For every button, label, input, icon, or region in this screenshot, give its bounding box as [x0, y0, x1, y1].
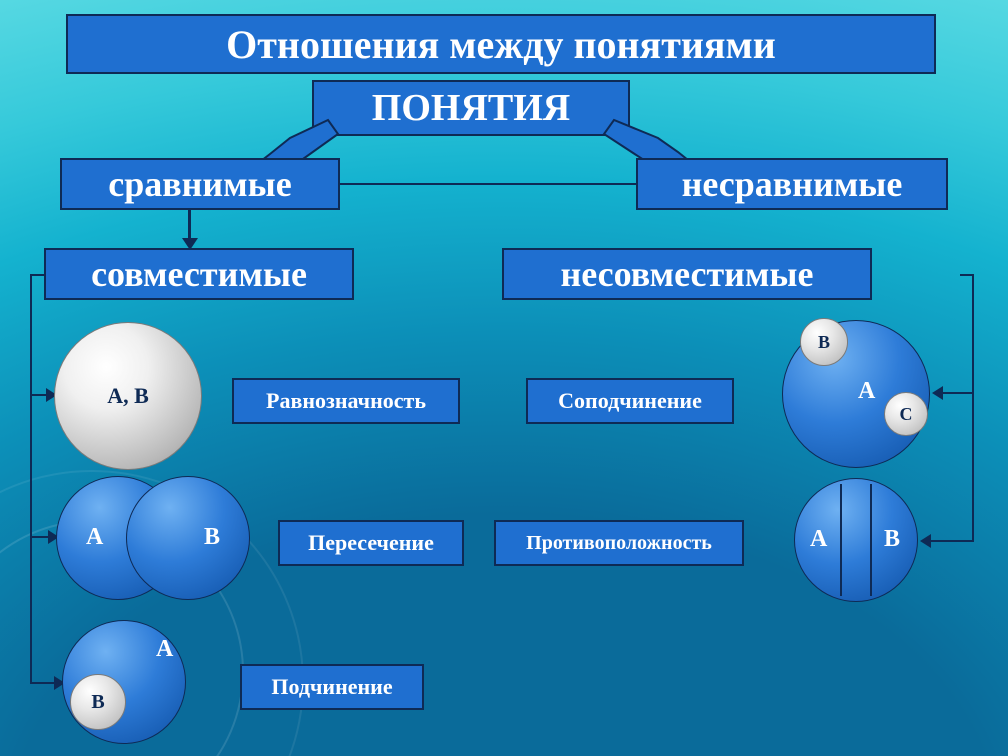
- right-arrow2-head: [920, 534, 931, 548]
- equiv-box: Равнозначность: [232, 378, 460, 424]
- left-arrow3: [30, 682, 56, 684]
- equiv-circle: А, В: [54, 322, 202, 470]
- inter-a-label: А: [86, 524, 103, 551]
- contra-box: Противоположность: [494, 520, 744, 566]
- right-arrow2: [930, 540, 972, 542]
- title-text: Отношения между понятиями: [226, 21, 776, 68]
- left-bracket-vert: [30, 274, 32, 684]
- sub-a-label: А: [156, 636, 173, 663]
- right-bracket-vert: [972, 274, 974, 542]
- concepts-box: ПОНЯТИЯ: [312, 80, 630, 136]
- inter-box: Пересечение: [278, 520, 464, 566]
- contra-b-label: В: [884, 526, 900, 553]
- sub-inner: В: [70, 674, 126, 730]
- compatible-text: совместимые: [91, 253, 307, 295]
- incompatible-box: несовместимые: [502, 248, 872, 300]
- contra-a-label: А: [810, 526, 827, 553]
- connector-comp-incomp: [340, 183, 636, 185]
- incomparable-text: несравнимые: [682, 163, 903, 205]
- comparable-box: сравнимые: [60, 158, 340, 210]
- inter-text: Пересечение: [308, 530, 434, 556]
- title-box: Отношения между понятиями: [66, 14, 936, 74]
- coord-c-label: С: [900, 404, 913, 425]
- comparable-text: сравнимые: [108, 163, 292, 205]
- contra-div1: [840, 484, 842, 596]
- coord-box: Соподчинение: [526, 378, 734, 424]
- coord-c: С: [884, 392, 928, 436]
- coord-b-label: В: [818, 332, 830, 353]
- contra-text: Противоположность: [526, 532, 712, 555]
- concepts-text: ПОНЯТИЯ: [372, 86, 570, 130]
- sub-box: Подчинение: [240, 664, 424, 710]
- down-arrow-stem: [188, 210, 191, 240]
- sub-inner-label: В: [91, 691, 104, 714]
- incomparable-box: несравнимые: [636, 158, 948, 210]
- contra-div2: [870, 484, 872, 596]
- equiv-text: Равнозначность: [266, 388, 426, 414]
- left-bracket-top: [30, 274, 44, 276]
- right-arrow1-head: [932, 386, 943, 400]
- coord-b: В: [800, 318, 848, 366]
- left-arrow2: [30, 536, 50, 538]
- inter-b-label: В: [204, 524, 220, 551]
- right-arrow1: [942, 392, 972, 394]
- coord-a-label: А: [858, 378, 875, 405]
- coord-text: Соподчинение: [558, 388, 702, 414]
- equiv-label: А, В: [107, 383, 149, 409]
- inter-b: [126, 476, 250, 600]
- incompatible-text: несовместимые: [560, 253, 813, 295]
- sub-text: Подчинение: [271, 674, 392, 700]
- compatible-box: совместимые: [44, 248, 354, 300]
